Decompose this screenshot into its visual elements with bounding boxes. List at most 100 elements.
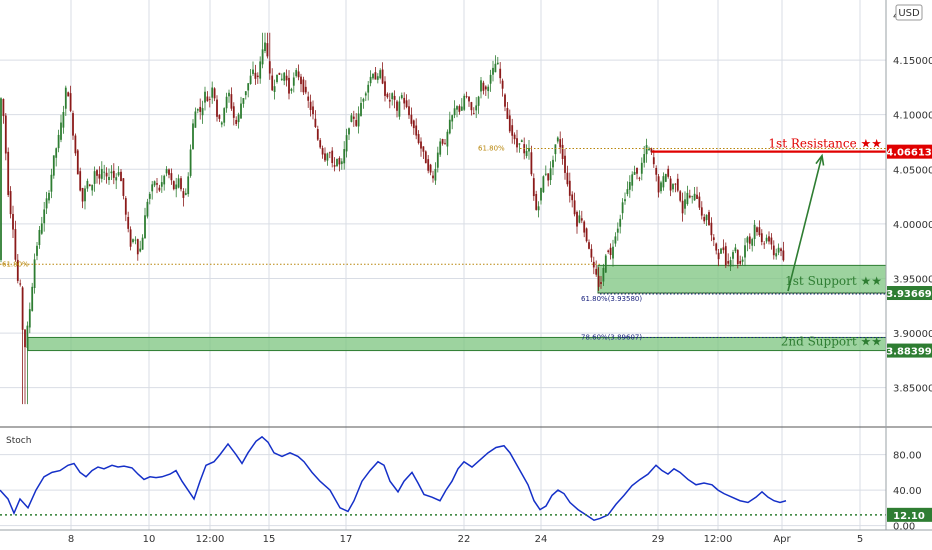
candle-body xyxy=(513,134,516,140)
candle-body xyxy=(398,101,401,117)
candle-body xyxy=(124,198,127,215)
candle-body xyxy=(640,162,643,174)
candle-body xyxy=(88,184,91,186)
candle-body xyxy=(410,114,413,124)
candle-body xyxy=(40,223,43,234)
candle-body xyxy=(153,181,156,186)
candle-body xyxy=(657,176,660,193)
candle-body xyxy=(684,199,686,209)
candle-body xyxy=(417,134,420,144)
candle-body xyxy=(127,216,130,229)
candle-body xyxy=(633,171,636,175)
candle-body xyxy=(24,329,26,348)
candle-body xyxy=(698,196,701,208)
stoch-label: Stoch xyxy=(6,436,31,446)
candle-body xyxy=(93,171,96,184)
candle-body xyxy=(55,148,58,158)
candle-body xyxy=(28,309,31,328)
lines-layer: 61.80% 61.80% 61.80%(3.93580) 78.60%(3.8960… xyxy=(0,137,886,348)
candle-body xyxy=(532,178,535,197)
candle-body xyxy=(182,191,185,198)
fib-label-4: 78.60%(3.89607) xyxy=(581,333,642,341)
currency-badge[interactable] xyxy=(895,4,923,21)
candle-body xyxy=(549,168,552,181)
stoch-layer xyxy=(0,435,886,522)
candle-body xyxy=(763,243,766,245)
candle-body xyxy=(254,72,257,79)
candle-body xyxy=(643,154,646,163)
candle-body xyxy=(520,140,523,142)
candle-body xyxy=(261,49,264,65)
candle-body xyxy=(304,86,307,93)
candle-body xyxy=(676,178,679,191)
candle-body xyxy=(297,71,300,78)
candle-body xyxy=(144,215,146,239)
candle-body xyxy=(415,125,418,136)
candle-body xyxy=(739,261,742,264)
candle-body xyxy=(715,243,718,251)
candle-body xyxy=(470,102,473,111)
candle-body xyxy=(422,146,425,152)
resistance-price-badge: 4.06613 xyxy=(886,148,932,159)
x-tick-label: 29 xyxy=(652,534,665,545)
candle-body xyxy=(316,129,319,140)
y-tick-label: 3.90000 xyxy=(893,329,932,340)
candle-body xyxy=(566,172,569,185)
candle-body xyxy=(674,183,677,185)
stoch-tick-label: 40.00 xyxy=(893,486,922,497)
candle-body xyxy=(192,123,194,150)
candle-body xyxy=(2,99,5,117)
fib-label-1: 61.80% xyxy=(478,145,505,153)
candle-body xyxy=(115,177,118,181)
candle-body xyxy=(405,100,408,108)
candle-body xyxy=(535,194,538,210)
candle-body xyxy=(348,128,350,135)
candle-body xyxy=(266,43,269,57)
candle-body xyxy=(264,42,266,52)
candle-body xyxy=(132,239,134,243)
candle-body xyxy=(141,237,144,250)
candle-body xyxy=(211,87,214,98)
candle-body xyxy=(696,194,698,199)
x-tick-label: 24 xyxy=(535,534,548,545)
candle-body xyxy=(777,247,780,253)
x-tick-label: 12:00 xyxy=(196,534,225,545)
candle-body xyxy=(492,67,494,75)
fib-label-3: 61.80%(3.93580) xyxy=(581,295,642,303)
candle-body xyxy=(362,98,365,102)
candle-body xyxy=(525,150,528,157)
candle-body xyxy=(379,70,382,79)
candle-body xyxy=(314,118,317,127)
candle-body xyxy=(448,119,451,134)
candle-body xyxy=(355,120,358,126)
candle-body xyxy=(240,103,242,119)
candle-body xyxy=(112,170,115,178)
support-2-price-badge-bg xyxy=(887,343,932,358)
candle-body xyxy=(451,115,454,122)
candle-body xyxy=(376,76,379,80)
candle-body xyxy=(381,69,384,84)
candle-body xyxy=(81,187,84,202)
candle-body xyxy=(667,168,670,177)
candle-body xyxy=(573,200,576,215)
candle-body xyxy=(172,181,175,190)
candle-body xyxy=(98,174,101,179)
candle-body xyxy=(669,178,672,191)
candle-body xyxy=(753,224,756,240)
candle-body xyxy=(660,182,662,192)
candle-body xyxy=(312,106,314,115)
candle-body xyxy=(302,79,305,93)
candle-body xyxy=(228,92,230,97)
candle-body xyxy=(420,141,422,149)
candle-body xyxy=(638,177,641,179)
candle-body xyxy=(724,246,727,266)
stoch-tick-label: 0.00 xyxy=(893,522,915,533)
x-tick-label: 8 xyxy=(68,534,74,545)
resistance-price-badge-bg xyxy=(887,144,932,159)
candle-body xyxy=(290,88,293,91)
candle-body xyxy=(556,137,559,142)
candle-body xyxy=(31,286,34,311)
candle-body xyxy=(62,112,65,128)
candle-body xyxy=(331,150,334,164)
